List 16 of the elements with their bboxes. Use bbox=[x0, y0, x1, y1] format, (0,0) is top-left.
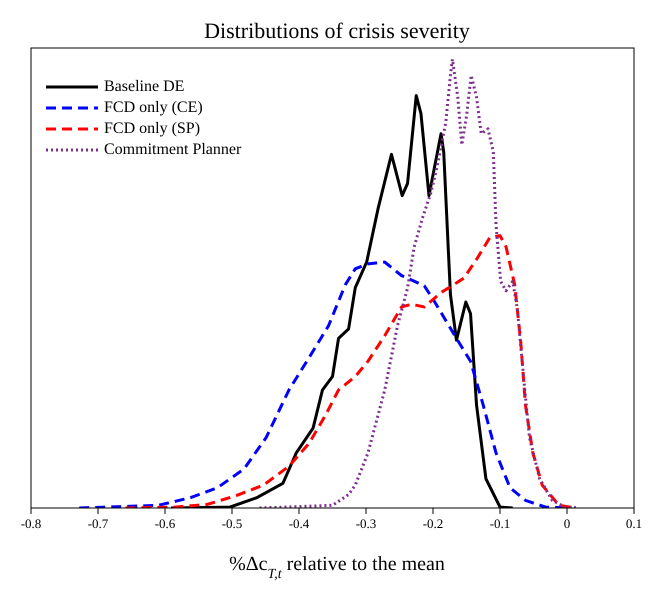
x-tick-label: 0.1 bbox=[626, 516, 642, 531]
x-tick-label: -0.2 bbox=[422, 516, 444, 531]
x-tick-label: -0.5 bbox=[222, 516, 242, 531]
x-tick-label: -0.4 bbox=[288, 516, 310, 531]
x-tick-label: -0.3 bbox=[356, 516, 376, 531]
x-tick-label: -0.8 bbox=[20, 516, 42, 531]
legend-label: FCD only (CE) bbox=[104, 98, 203, 116]
chart-title: Distributions of crisis severity bbox=[204, 18, 470, 43]
legend-label: FCD only (SP) bbox=[104, 120, 200, 138]
x-tick-label: -0.6 bbox=[154, 516, 176, 531]
x-axis-title: %Δc$_{T,t}$ relative to the mean bbox=[229, 553, 445, 582]
x-tick-label: -0.1 bbox=[490, 516, 510, 531]
legend-label: Baseline DE bbox=[104, 78, 184, 96]
x-tick-label: -0.7 bbox=[88, 516, 109, 531]
legend-label: Commitment Planner bbox=[104, 140, 242, 158]
x-tick-label: 0 bbox=[564, 516, 570, 531]
